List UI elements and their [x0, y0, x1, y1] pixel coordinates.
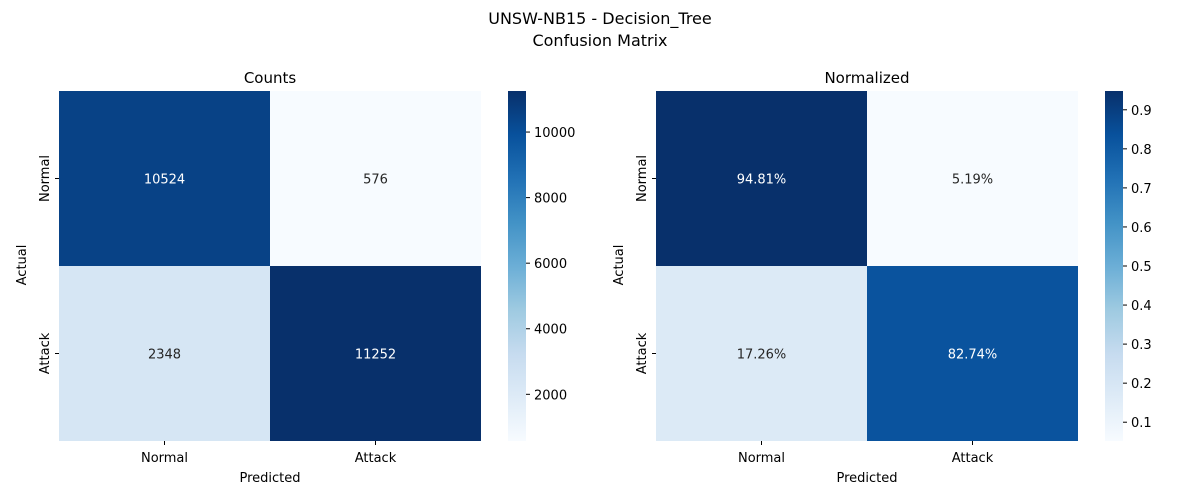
- counts-cell-1-0: [59, 266, 270, 441]
- figure-title-line1: UNSW-NB15 - Decision_Tree: [488, 9, 711, 29]
- figure-title-line2: Confusion Matrix: [532, 31, 667, 50]
- normalized-colorbar-tick-1: 0.2: [1131, 377, 1152, 392]
- counts-cells: 10524 576 2348 11252: [59, 91, 481, 441]
- normalized-x-axis-label: Predicted: [836, 471, 897, 486]
- normalized-colorbar-tick-7: 0.8: [1131, 143, 1152, 158]
- counts-cell-label-1-1: 11252: [355, 348, 396, 363]
- normalized-colorbar: [1105, 91, 1123, 441]
- normalized-cell-label-1-0: 17.26%: [737, 348, 787, 363]
- normalized-y-tick-0: Normal: [635, 155, 650, 202]
- normalized-cell-label-1-1: 82.74%: [948, 348, 998, 363]
- counts-cell-label-0-1: 576: [363, 173, 388, 188]
- normalized-y-axis-label: Actual: [612, 245, 627, 286]
- normalized-colorbar-ticks: 0.1 0.2 0.3 0.4 0.5 0.6 0.7 0.8 0.9: [1123, 104, 1152, 431]
- counts-colorbar-tick-2: 6000: [534, 257, 567, 272]
- normalized-colorbar-tick-3: 0.4: [1131, 299, 1152, 314]
- counts-x-tick-0: Normal: [141, 451, 188, 466]
- counts-cell-1-1: [270, 266, 481, 441]
- counts-y-tick-1: Attack: [38, 332, 53, 374]
- normalized-colorbar-tick-8: 0.9: [1131, 104, 1152, 119]
- counts-cell-label-0-0: 10524: [144, 173, 185, 188]
- normalized-colorbar-tick-0: 0.1: [1131, 416, 1152, 431]
- counts-colorbar-tick-4: 10000: [534, 126, 575, 141]
- normalized-cell-0-0: [656, 91, 867, 266]
- counts-y-axis-label: Actual: [15, 245, 30, 286]
- counts-axis-ticks: Normal Attack Normal Attack: [38, 155, 397, 466]
- counts-cell-label-1-0: 2348: [148, 348, 181, 363]
- normalized-chart-title: Normalized: [824, 69, 909, 87]
- counts-colorbar: [508, 91, 526, 441]
- normalized-colorbar-tick-4: 0.5: [1131, 260, 1152, 275]
- normalized-x-tick-0: Normal: [738, 451, 785, 466]
- counts-cell-0-1: [270, 91, 481, 266]
- counts-colorbar-ticks: 2000 4000 6000 8000 10000: [526, 126, 575, 403]
- counts-x-tick-1: Attack: [355, 451, 397, 466]
- counts-x-axis-label: Predicted: [239, 471, 300, 486]
- counts-y-tick-0: Normal: [38, 155, 53, 202]
- normalized-colorbar-tick-2: 0.3: [1131, 338, 1152, 353]
- counts-chart-title: Counts: [244, 69, 297, 87]
- normalized-y-tick-1: Attack: [635, 332, 650, 374]
- normalized-cell-1-1: [867, 266, 1078, 441]
- normalized-axis-ticks: Normal Attack Normal Attack: [635, 155, 994, 466]
- normalized-cell-1-0: [656, 266, 867, 441]
- normalized-heatmap: Normalized 94.81% 5.19% 17.26% 82.74% Norma…: [612, 69, 1152, 486]
- normalized-colorbar-tick-6: 0.7: [1131, 182, 1152, 197]
- counts-colorbar-tick-3: 8000: [534, 192, 567, 207]
- counts-cell-0-0: [59, 91, 270, 266]
- normalized-cell-label-0-1: 5.19%: [952, 173, 993, 188]
- counts-colorbar-tick-0: 2000: [534, 388, 567, 403]
- normalized-cells: 94.81% 5.19% 17.26% 82.74%: [656, 91, 1078, 441]
- normalized-x-tick-1: Attack: [952, 451, 994, 466]
- normalized-cell-0-1: [867, 91, 1078, 266]
- counts-colorbar-tick-1: 4000: [534, 323, 567, 338]
- normalized-colorbar-tick-5: 0.6: [1131, 221, 1152, 236]
- normalized-cell-label-0-0: 94.81%: [737, 173, 787, 188]
